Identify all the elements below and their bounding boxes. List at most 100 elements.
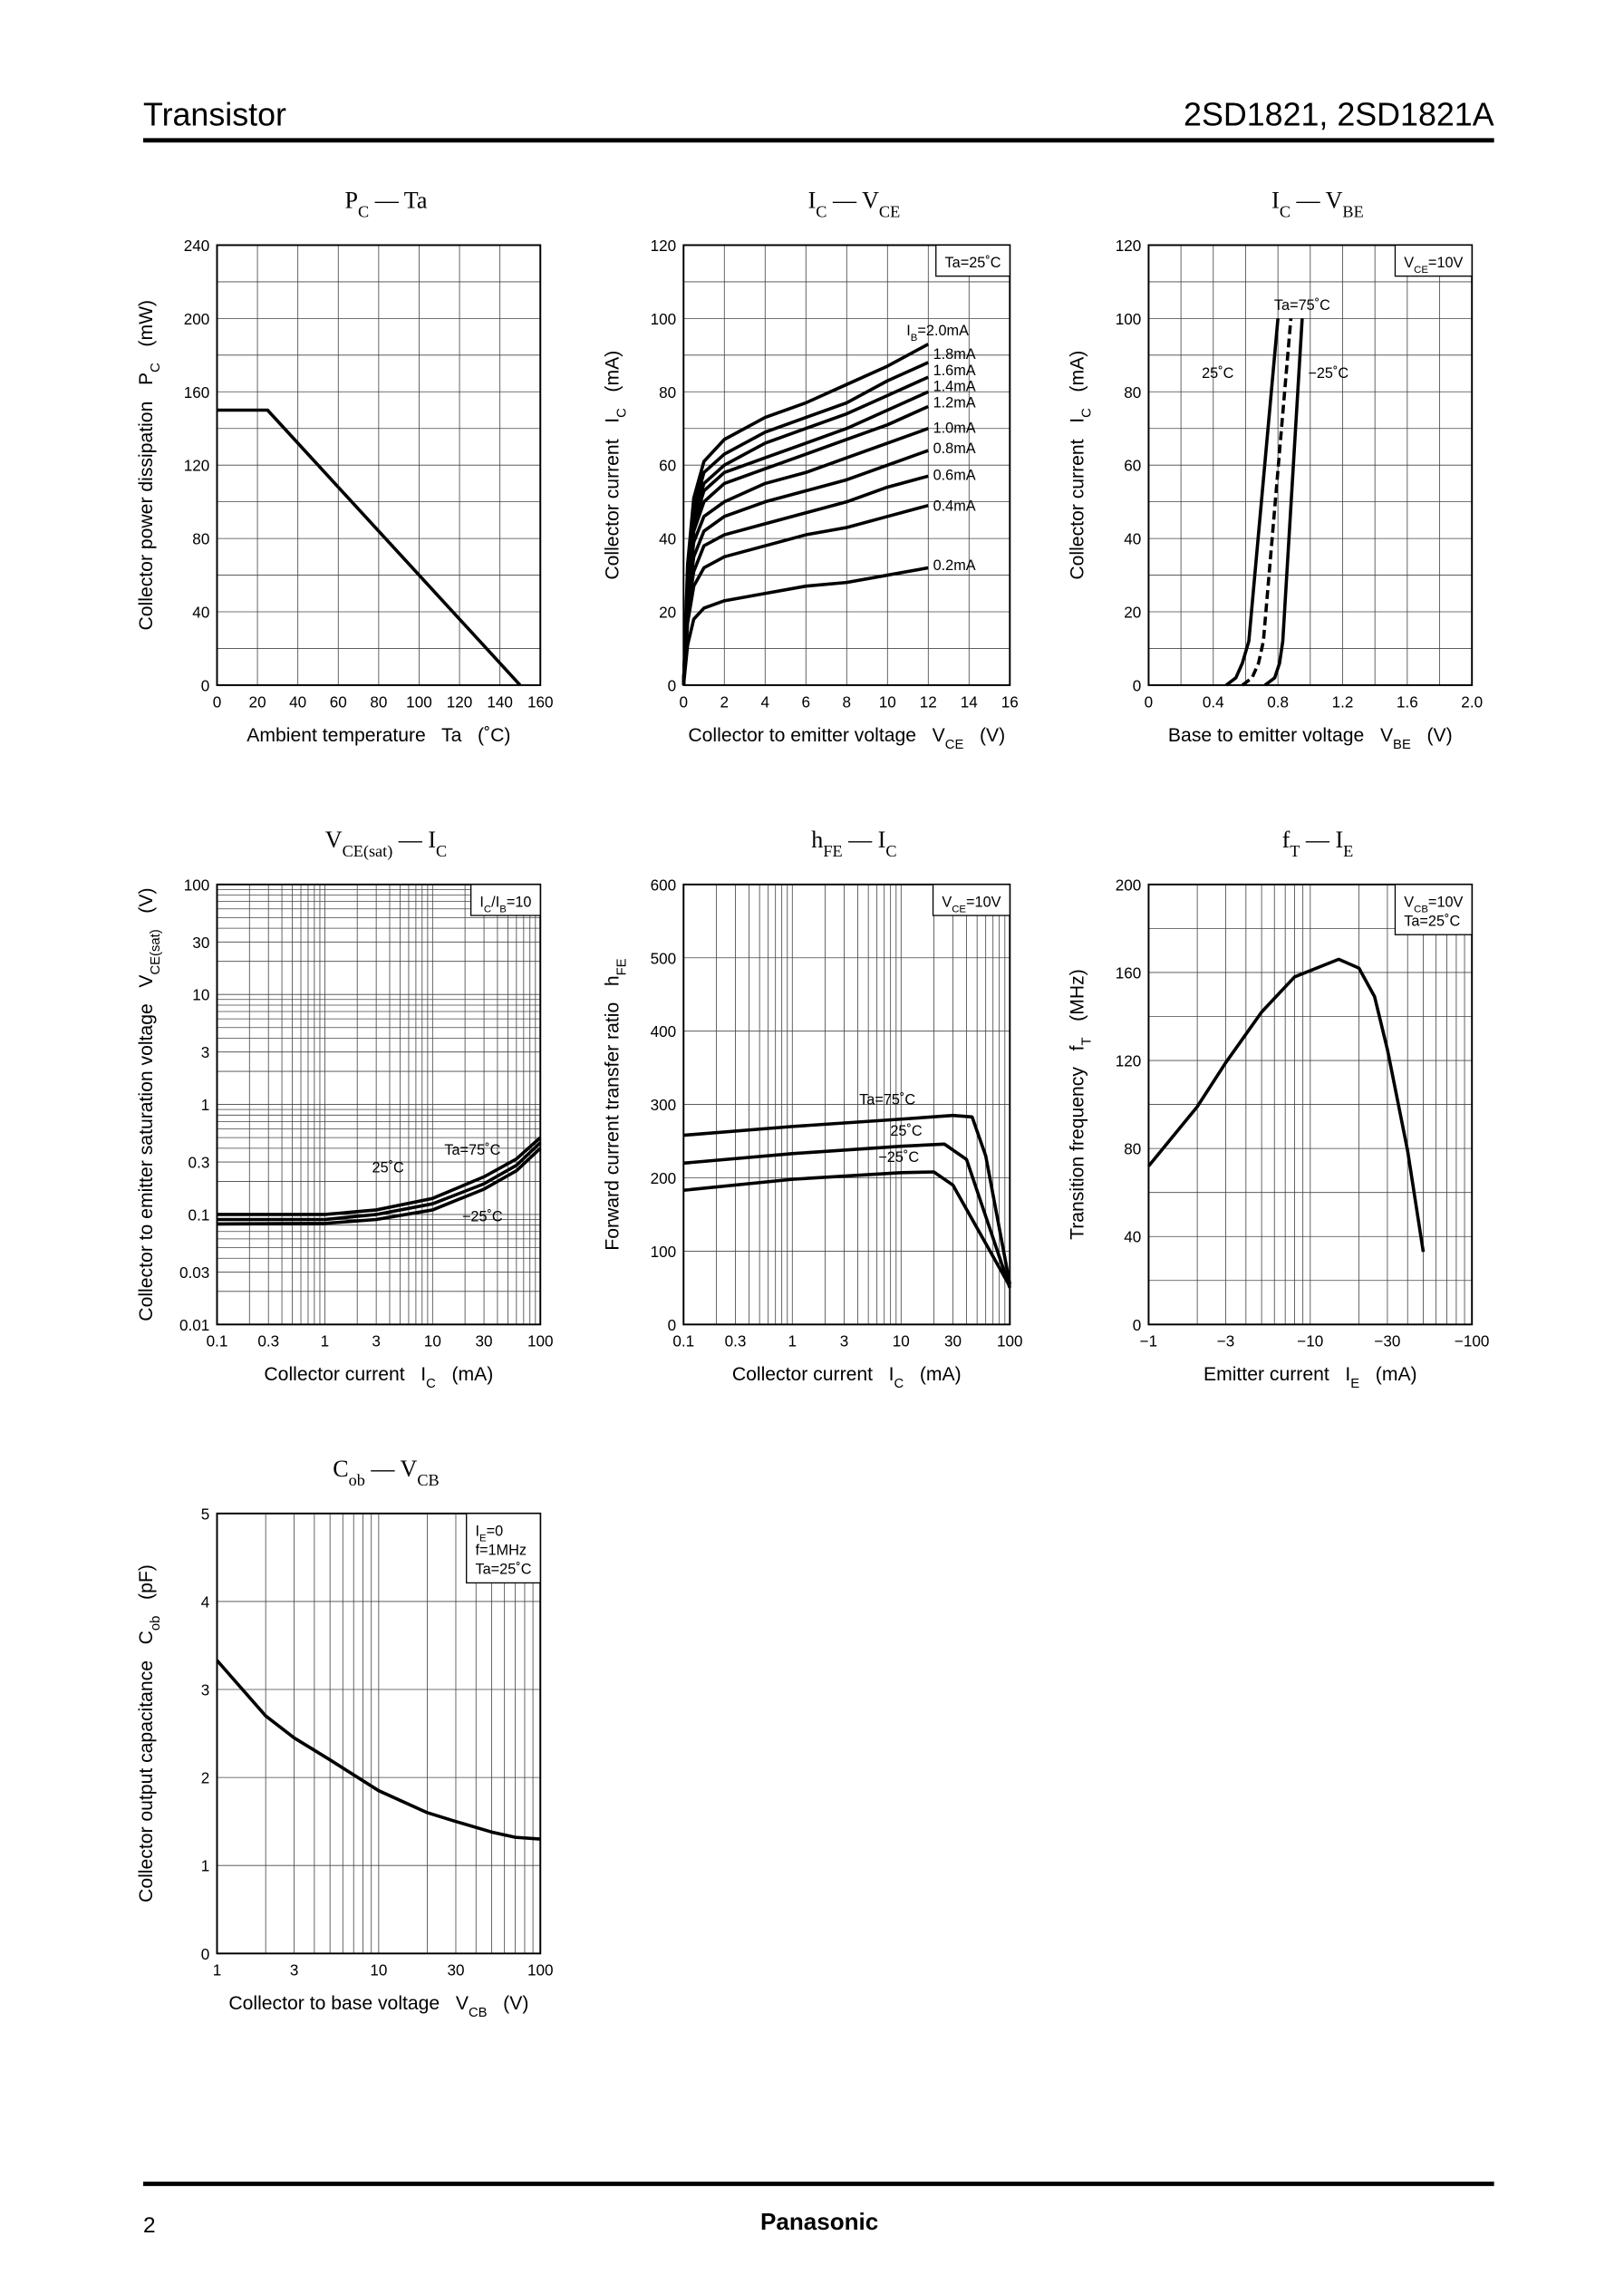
subscript: C <box>436 842 447 860</box>
chart-title: IC — VCE <box>808 188 901 221</box>
subscript: CB <box>469 2006 488 2020</box>
y-tick-label: 3 <box>201 1682 210 1699</box>
subscript: BE <box>1342 203 1363 221</box>
y-tick-label: 200 <box>651 1170 677 1187</box>
curve <box>682 449 929 686</box>
y-tick-label: 40 <box>1124 1229 1141 1246</box>
x-tick-label: 30 <box>476 1333 493 1350</box>
text-run: Collector current I <box>732 1364 894 1385</box>
text-run: =10V <box>1428 255 1464 271</box>
x-tick-label: 16 <box>1001 693 1019 711</box>
annotation: Ta=25˚C <box>1404 913 1460 929</box>
text-run: (mW) <box>136 300 157 363</box>
annotation-box <box>935 244 1010 277</box>
y-tick-label: 120 <box>1116 237 1142 255</box>
y-tick-label: 0.1 <box>188 1206 210 1224</box>
header-title: Transistor <box>143 96 286 132</box>
x-tick-label: 0.1 <box>672 1333 694 1350</box>
text-run: I <box>1271 188 1280 214</box>
curve-label: 1.6mA <box>933 363 976 379</box>
text-run: — I <box>1300 827 1343 853</box>
subscript: C <box>149 363 163 373</box>
y-tick-label: 2 <box>201 1770 210 1787</box>
y-tick-label: 0 <box>668 677 677 694</box>
x-tick-label: 3 <box>290 1962 299 1979</box>
x-tick-label: 40 <box>289 693 306 711</box>
y-axis-label: Forward current transfer ratio hFE <box>603 958 630 1250</box>
curve <box>1147 957 1426 1253</box>
y-tick-label: 80 <box>659 384 676 402</box>
x-tick-label: 140 <box>487 693 513 711</box>
text-run: Ta=25˚C <box>475 1562 531 1578</box>
y-tick-label: 0.03 <box>179 1264 209 1282</box>
y-tick-label: 600 <box>651 876 677 894</box>
y-tick-label: 5 <box>201 1505 210 1523</box>
subscript: C <box>885 842 896 860</box>
y-tick-label: 200 <box>1116 876 1142 894</box>
text-run: (mA) <box>603 351 624 408</box>
y-tick-label: 0 <box>668 1317 677 1334</box>
text-run: =10V <box>1428 894 1464 910</box>
subscript: C <box>1080 408 1095 418</box>
y-axis-label: Collector output capacitance Cob (pF) <box>136 1564 163 1902</box>
annotation: VCE=10V <box>942 894 1000 915</box>
x-tick-label: 10 <box>893 1333 910 1350</box>
subscript: CB <box>1414 904 1428 915</box>
text-run: — V <box>826 188 879 214</box>
text-run: (pF) <box>136 1564 157 1615</box>
y-tick-label: 500 <box>651 950 677 967</box>
y-tick-label: 100 <box>184 876 210 894</box>
y-tick-label: 300 <box>651 1097 677 1114</box>
curve-label: 1.8mA <box>933 346 976 363</box>
y-axis-label: Collector current IC (mA) <box>603 351 630 580</box>
chart: 0 20 40 60 80 100 120 140 16004080120160200240PC… <box>136 188 554 746</box>
curve <box>682 427 929 685</box>
x-tick-label: 12 <box>920 693 937 711</box>
subscript: CE(sat) <box>149 929 163 974</box>
y-tick-label: 160 <box>1116 964 1142 982</box>
curve-label: 0.2mA <box>933 557 976 574</box>
curve-label: IB=2.0mA <box>906 323 969 344</box>
subscript: C <box>358 203 369 221</box>
text-run: Collector to emitter saturation voltage … <box>136 974 157 1321</box>
y-tick-label: 120 <box>1116 1053 1142 1070</box>
subscript: B <box>911 333 918 344</box>
x-tick-label: 0.3 <box>725 1333 747 1350</box>
x-tick-label: 0 <box>213 693 222 711</box>
x-axis-label: Collector current IC (mA) <box>732 1364 962 1391</box>
curve <box>683 1113 1012 1285</box>
text-run: (V) <box>488 1993 529 2014</box>
text-run: Ta=25˚C <box>1404 913 1460 929</box>
plot-frame <box>682 244 1011 686</box>
curve-label: −25˚C <box>1308 365 1348 382</box>
curve <box>682 566 929 686</box>
x-tick-label: 30 <box>447 1962 464 1979</box>
text-run: V <box>1404 255 1414 271</box>
text-run: h <box>811 827 823 853</box>
plot-frame <box>216 244 542 686</box>
x-tick-label: 0 <box>1145 693 1154 711</box>
y-tick-label: 0 <box>201 677 210 694</box>
brand: Panasonic <box>760 2208 878 2235</box>
annotation: VCE=10V <box>1404 255 1463 276</box>
text-run: Collector current I <box>603 418 624 580</box>
subscript: FE <box>823 842 842 860</box>
curve <box>1224 318 1280 687</box>
y-tick-label: 40 <box>1124 531 1141 548</box>
x-tick-label: 2.0 <box>1461 693 1483 711</box>
text-run: I <box>808 188 817 214</box>
curve-label: −25˚C <box>878 1149 919 1166</box>
text-run: (mA) <box>1359 1364 1416 1385</box>
text-run: Ambient temperature Ta (˚C) <box>246 725 510 746</box>
x-tick-label: 100 <box>527 1333 554 1350</box>
curve <box>217 1141 542 1222</box>
y-axis-label: Transition frequency fT (MHz) <box>1068 969 1095 1240</box>
annotation-box <box>1394 884 1473 935</box>
text-run: Collector current I <box>1068 418 1088 580</box>
subscript: CB <box>417 1471 439 1489</box>
plot-frame <box>682 883 1011 1326</box>
x-axis-label: Base to emitter voltage VBE (V) <box>1168 725 1453 752</box>
y-tick-label: 120 <box>184 458 210 475</box>
